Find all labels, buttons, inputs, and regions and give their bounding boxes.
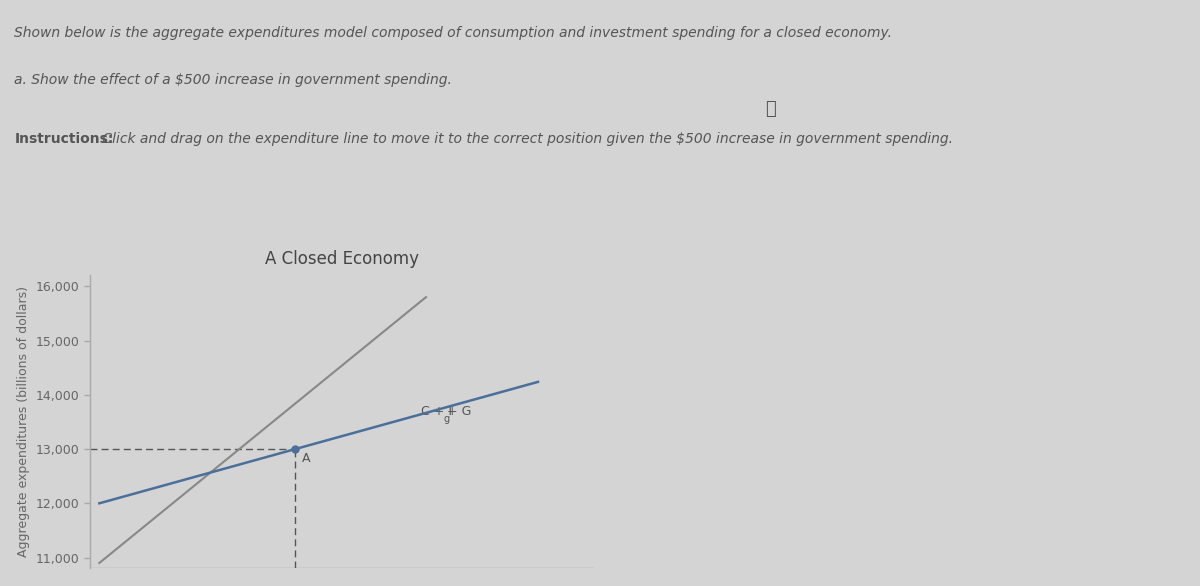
Title: A Closed Economy: A Closed Economy (265, 250, 419, 268)
Text: A: A (302, 452, 311, 465)
Text: Instructions:: Instructions: (14, 132, 114, 146)
Text: C + I: C + I (421, 404, 452, 418)
Text: Click and drag on the expenditure line to move it to the correct position given : Click and drag on the expenditure line t… (98, 132, 953, 146)
Text: Shown below is the aggregate expenditures model composed of consumption and inve: Shown below is the aggregate expenditure… (14, 26, 893, 40)
Text: g: g (444, 414, 450, 424)
Y-axis label: Aggregate expenditures (billions of dollars): Aggregate expenditures (billions of doll… (17, 287, 30, 557)
Text: a. Show the effect of a $500 increase in government spending.: a. Show the effect of a $500 increase in… (14, 73, 452, 87)
Text: ⓘ: ⓘ (766, 100, 776, 118)
Text: + G: + G (446, 404, 470, 418)
